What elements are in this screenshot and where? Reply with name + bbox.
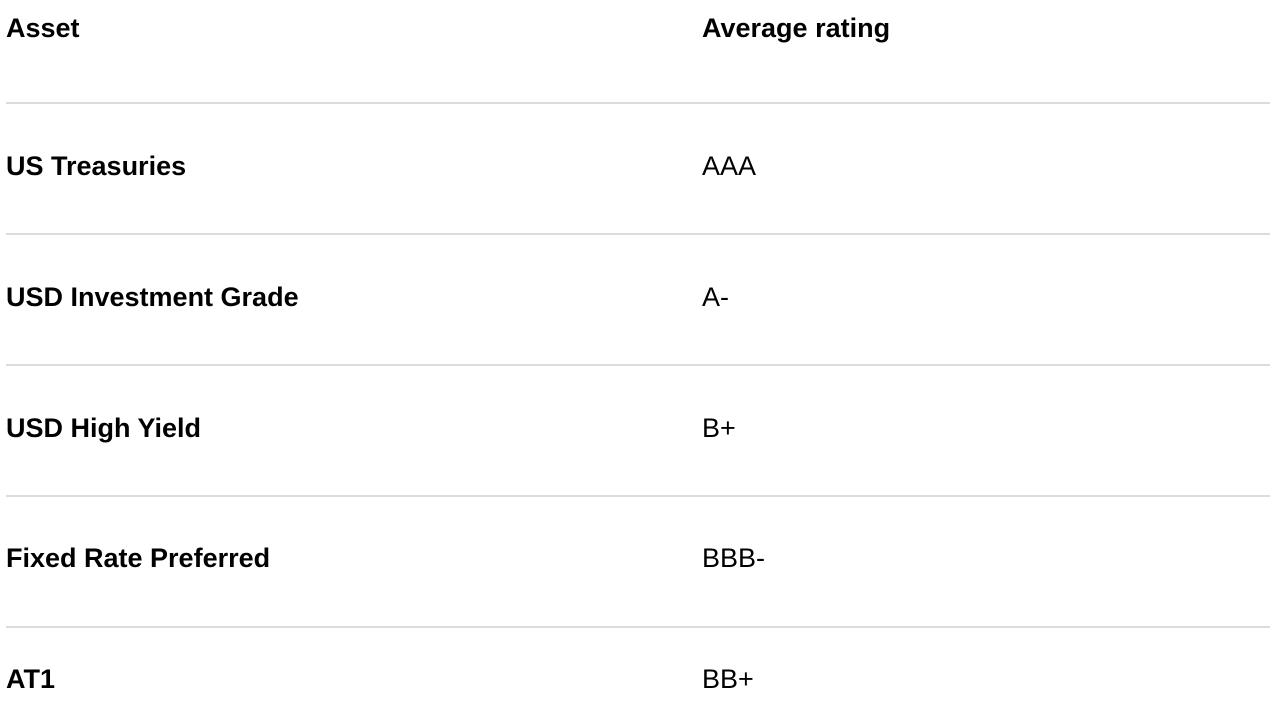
row-divider (6, 364, 1270, 366)
table-header-row: Asset Average rating (0, 8, 1280, 48)
row-divider (6, 626, 1270, 628)
asset-rating: B+ (702, 413, 736, 443)
table-row: AT1 BB+ (0, 659, 1280, 699)
asset-name: AT1 (6, 664, 56, 694)
table-row: US Treasuries AAA (0, 146, 1280, 186)
row-divider (6, 233, 1270, 235)
asset-name: USD Investment Grade (6, 282, 299, 312)
asset-rating: BBB- (702, 543, 766, 573)
table-row: USD Investment Grade A- (0, 277, 1280, 317)
asset-name: Fixed Rate Preferred (6, 543, 271, 573)
table-row: USD High Yield B+ (0, 408, 1280, 448)
asset-rating: AAA (702, 151, 757, 181)
row-divider (6, 102, 1270, 104)
asset-rating: BB+ (702, 664, 754, 694)
asset-rating: A- (702, 282, 729, 312)
asset-name: US Treasuries (6, 151, 187, 181)
column-header-asset: Asset (6, 13, 80, 43)
column-header-average-rating: Average rating (702, 13, 891, 43)
asset-name: USD High Yield (6, 413, 202, 443)
row-divider (6, 495, 1270, 497)
table-row: Fixed Rate Preferred BBB- (0, 538, 1280, 578)
